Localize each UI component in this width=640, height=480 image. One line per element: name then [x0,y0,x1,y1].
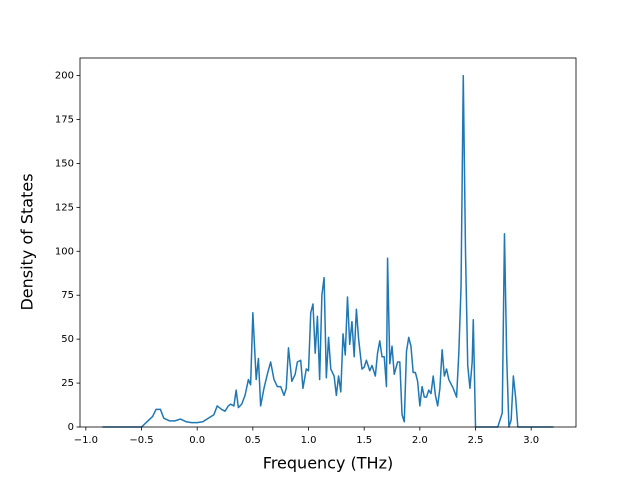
plot-frame [79,57,577,428]
y-tick-label: 0 [68,422,74,433]
x-tick-label: 3.0 [523,435,539,446]
x-tick-label: 1.0 [301,435,317,446]
x-tick-label: −1.0 [74,435,98,446]
y-tick-label: 150 [55,158,74,169]
y-tick-label: 125 [55,202,74,213]
y-axis-label: Density of States [18,173,37,310]
y-tick-label: 175 [55,115,74,126]
y-tick-label: 50 [61,334,74,345]
x-tick-label: 2.5 [468,435,484,446]
line-series [102,74,554,428]
x-tick-label: −0.5 [129,435,153,446]
x-tick-label: 0.0 [189,435,205,446]
x-tick-label: 0.5 [245,435,261,446]
y-tick-label: 100 [55,246,74,257]
y-tick-label: 75 [61,290,74,301]
y-tick-label: 25 [61,378,74,389]
x-tick-label: 1.5 [356,435,372,446]
y-tick-label: 200 [55,71,74,82]
x-tick-label: 2.0 [412,435,428,446]
x-axis-label: Frequency (THz) [263,454,393,473]
